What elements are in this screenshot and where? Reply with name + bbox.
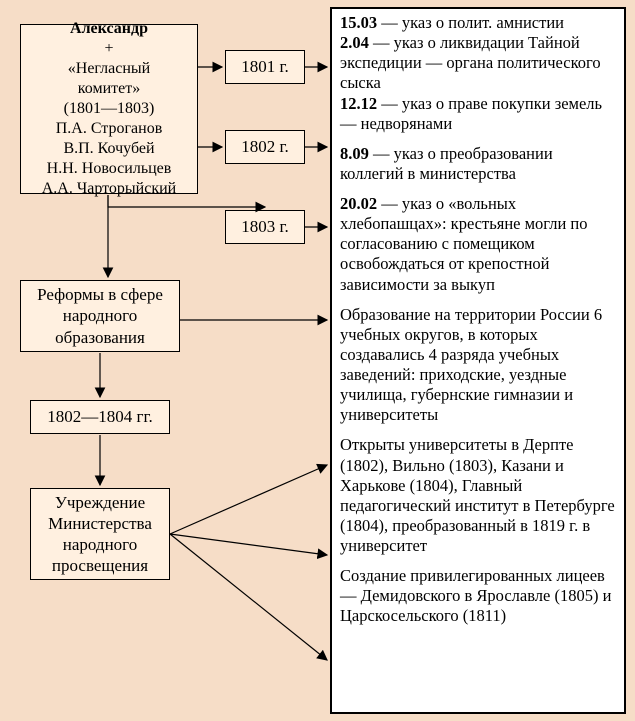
right-panel: 15.03 — указ о полит. амнистии2.04 — ука… [330, 7, 626, 714]
box-year1: 1801 г. [225, 50, 305, 84]
box-ministry: УчреждениеМинистерстванародногопросвещен… [30, 488, 170, 580]
box-years_range: 1802—1804 гг. [30, 400, 170, 434]
block-text: Открыты университеты в Дерпте (1802), Ви… [340, 435, 615, 555]
block-date: 20.02 [340, 194, 377, 213]
right-panel-block: 12.12 — указ о праве покупки земель — не… [340, 94, 616, 134]
box-line: Учреждение [55, 492, 145, 513]
box-reforms: Реформы в сференародногообразования [20, 280, 180, 352]
box-line: Н.Н. Новосильцев [47, 159, 172, 179]
right-panel-block: Создание привилегированных лицеев — Деми… [340, 566, 616, 626]
block-date: 15.03 [340, 13, 377, 32]
right-panel-block: Открыты университеты в Дерпте (1802), Ви… [340, 435, 616, 556]
block-text: — указ о преобразовании коллегий в минис… [340, 144, 553, 183]
block-text: Создание привилегированных лицеев — Деми… [340, 566, 611, 625]
box-text: 1803 г. [241, 216, 289, 237]
box-year2: 1802 г. [225, 130, 305, 164]
box-line: комитет» [78, 79, 140, 99]
box-line: просвещения [52, 555, 148, 576]
arrow-line [170, 534, 327, 555]
block-text: — указ о праве покупки земель — недворян… [340, 94, 602, 133]
box-line: народного [63, 534, 137, 555]
block-date: 2.04 [340, 33, 369, 52]
box-line: А.А. Чарторыйский [42, 179, 177, 199]
right-panel-block: 2.04 — указ о ликвидации Тайной экспедиц… [340, 33, 616, 93]
right-panel-block: 20.02 — указ о «вольных хлебопашцах»: кр… [340, 194, 616, 295]
box-line: Реформы в сфере [37, 284, 163, 305]
box-line: П.А. Строганов [56, 119, 163, 139]
box-text: 1802 г. [241, 136, 289, 157]
box-line: + [104, 39, 113, 59]
diagram-canvas: Александр+«Негласныйкомитет»(1801—1803)П… [0, 0, 635, 721]
box-line: В.П. Кочубей [63, 139, 154, 159]
block-date: 8.09 [340, 144, 369, 163]
box-line: народного [63, 305, 137, 326]
box-line: образования [55, 327, 145, 348]
block-text: — указ о «вольных хлебопашцах»: крестьян… [340, 194, 588, 294]
box-line-bold: Александр [70, 19, 148, 39]
arrow-line [170, 465, 327, 534]
box-text: 1801 г. [241, 56, 289, 77]
arrow-line [170, 534, 327, 660]
box-line: Министерства [48, 513, 152, 534]
box-line: «Негласный [68, 59, 150, 79]
right-panel-block: Образование на территории России 6 учебн… [340, 305, 616, 426]
block-text: — указ о полит. амнистии [377, 13, 564, 32]
block-date: 12.12 [340, 94, 377, 113]
block-text: Образование на территории России 6 учебн… [340, 305, 602, 425]
block-text: — указ о ликвидации Тайной экспедиции — … [340, 33, 601, 92]
box-year3: 1803 г. [225, 210, 305, 244]
right-panel-block: 8.09 — указ о преобразовании коллегий в … [340, 144, 616, 184]
box-text: 1802—1804 гг. [47, 406, 153, 427]
box-committee: Александр+«Негласныйкомитет»(1801—1803)П… [20, 24, 198, 194]
right-panel-block: 15.03 — указ о полит. амнистии [340, 13, 616, 33]
box-line: (1801—1803) [64, 99, 155, 119]
